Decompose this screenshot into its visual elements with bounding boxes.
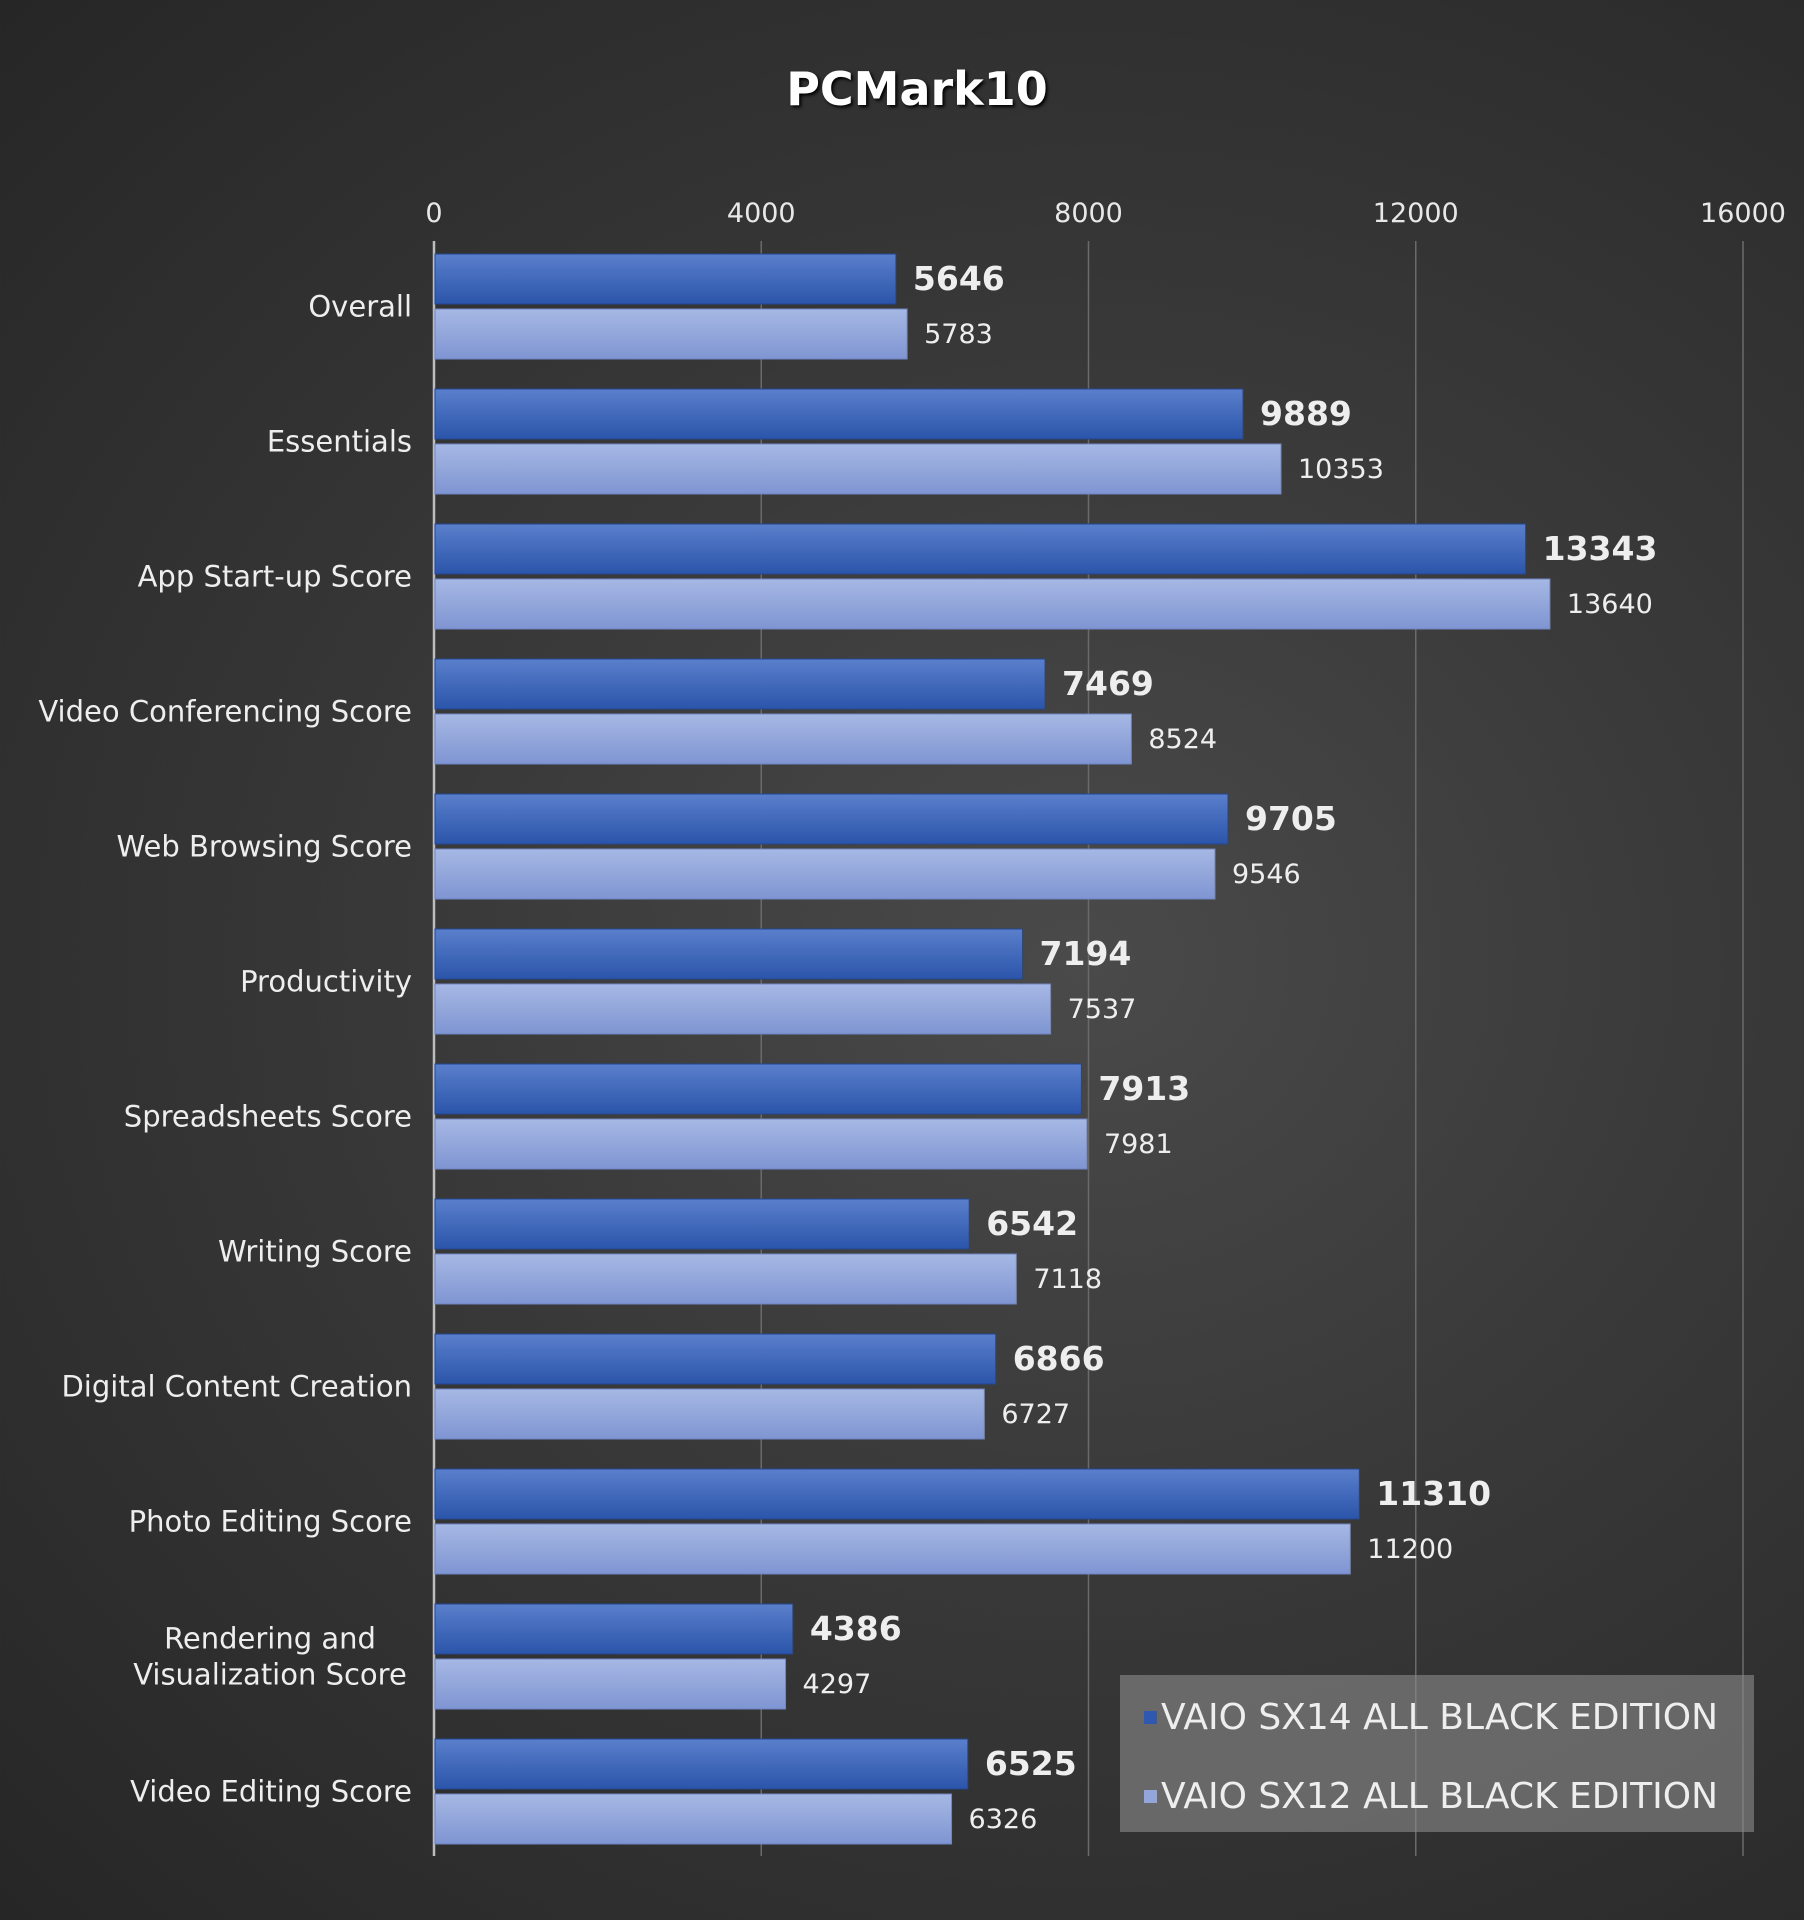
x-tick-label: 8000 — [1054, 198, 1123, 229]
data-label-sx12: 7118 — [1033, 1264, 1102, 1295]
bar-sx12 — [434, 1118, 1088, 1170]
bar-sx14 — [434, 388, 1244, 440]
x-tick-label: 0 — [425, 198, 442, 229]
legend-swatch-sx14 — [1144, 1711, 1157, 1724]
bar-sx12 — [434, 1388, 985, 1440]
category-label: Video Editing Score — [130, 1775, 412, 1809]
data-label-sx14: 11310 — [1376, 1474, 1491, 1513]
data-label-sx12: 5783 — [924, 319, 993, 350]
data-label-sx14: 6542 — [986, 1204, 1078, 1243]
category-label: App Start-up Score — [138, 560, 412, 594]
legend-label-sx12: VAIO SX12 ALL BLACK EDITION — [1161, 1776, 1719, 1817]
bar-sx12 — [434, 713, 1132, 765]
data-label-sx14: 4386 — [810, 1609, 902, 1648]
category-label: Spreadsheets Score — [124, 1100, 412, 1134]
data-label-sx14: 9705 — [1245, 799, 1337, 838]
data-label-sx12: 6727 — [1001, 1399, 1070, 1430]
data-label-sx12: 8524 — [1148, 724, 1217, 755]
data-label-sx14: 6866 — [1013, 1339, 1105, 1378]
bar-sx14 — [434, 793, 1229, 845]
data-label-sx12: 6326 — [969, 1804, 1038, 1835]
category-label: Photo Editing Score — [129, 1505, 412, 1539]
data-label-sx12: 7537 — [1068, 994, 1137, 1025]
bar-sx12 — [434, 578, 1551, 630]
bar-sx14 — [434, 1603, 794, 1655]
legend-item-sx12: VAIO SX12 ALL BLACK EDITION — [1144, 1776, 1718, 1817]
bar-sx12 — [434, 1793, 953, 1845]
bar-sx14 — [434, 1063, 1082, 1115]
bar-sx14 — [434, 928, 1024, 980]
category-label: Web Browsing Score — [117, 830, 412, 864]
category-label: Video Conferencing Score — [38, 695, 412, 729]
data-label-sx12: 4297 — [803, 1669, 872, 1700]
x-tick-label: 16000 — [1700, 198, 1786, 229]
data-label-sx14: 13343 — [1543, 529, 1658, 568]
bar-sx12 — [434, 983, 1052, 1035]
legend-label-sx14: VAIO SX14 ALL BLACK EDITION — [1161, 1697, 1719, 1738]
category-label: Rendering and Visualization Score — [133, 1622, 407, 1692]
bar-sx12 — [434, 1253, 1017, 1305]
data-label-sx14: 7469 — [1062, 664, 1154, 703]
x-tick-label: 12000 — [1373, 198, 1459, 229]
data-label-sx12: 9546 — [1232, 859, 1301, 890]
data-label-sx14: 7913 — [1098, 1069, 1190, 1108]
category-label: Productivity — [240, 965, 412, 999]
bar-sx14 — [434, 523, 1527, 575]
bar-sx12 — [434, 308, 908, 360]
category-label: Digital Content Creation — [61, 1370, 412, 1404]
bar-sx14 — [434, 253, 897, 305]
chart-title: PCMark10 — [786, 62, 1048, 116]
category-label: Overall — [308, 290, 412, 324]
data-label-sx12: 7981 — [1104, 1129, 1173, 1160]
legend: VAIO SX14 ALL BLACK EDITION VAIO SX12 AL… — [1120, 1675, 1754, 1832]
data-label-sx12: 13640 — [1567, 589, 1653, 620]
bar-sx14 — [434, 1198, 970, 1250]
data-label-sx14: 6525 — [985, 1744, 1077, 1783]
category-label: Writing Score — [218, 1235, 412, 1269]
data-label-sx14: 9889 — [1260, 394, 1352, 433]
bar-sx14 — [434, 1738, 969, 1790]
data-label-sx14: 5646 — [913, 259, 1005, 298]
data-label-sx12: 10353 — [1298, 454, 1384, 485]
category-label: Essentials — [267, 425, 412, 459]
data-label-sx14: 7194 — [1040, 934, 1132, 973]
bar-sx12 — [434, 1523, 1351, 1575]
bar-sx12 — [434, 848, 1216, 900]
legend-item-sx14: VAIO SX14 ALL BLACK EDITION — [1144, 1697, 1718, 1738]
bar-sx12 — [434, 1658, 787, 1710]
x-tick-label: 4000 — [727, 198, 796, 229]
legend-swatch-sx12 — [1144, 1790, 1157, 1803]
bar-sx12 — [434, 443, 1282, 495]
bar-sx14 — [434, 1333, 997, 1385]
data-label-sx12: 11200 — [1367, 1534, 1453, 1565]
bar-sx14 — [434, 1468, 1360, 1520]
bar-sx14 — [434, 658, 1046, 710]
